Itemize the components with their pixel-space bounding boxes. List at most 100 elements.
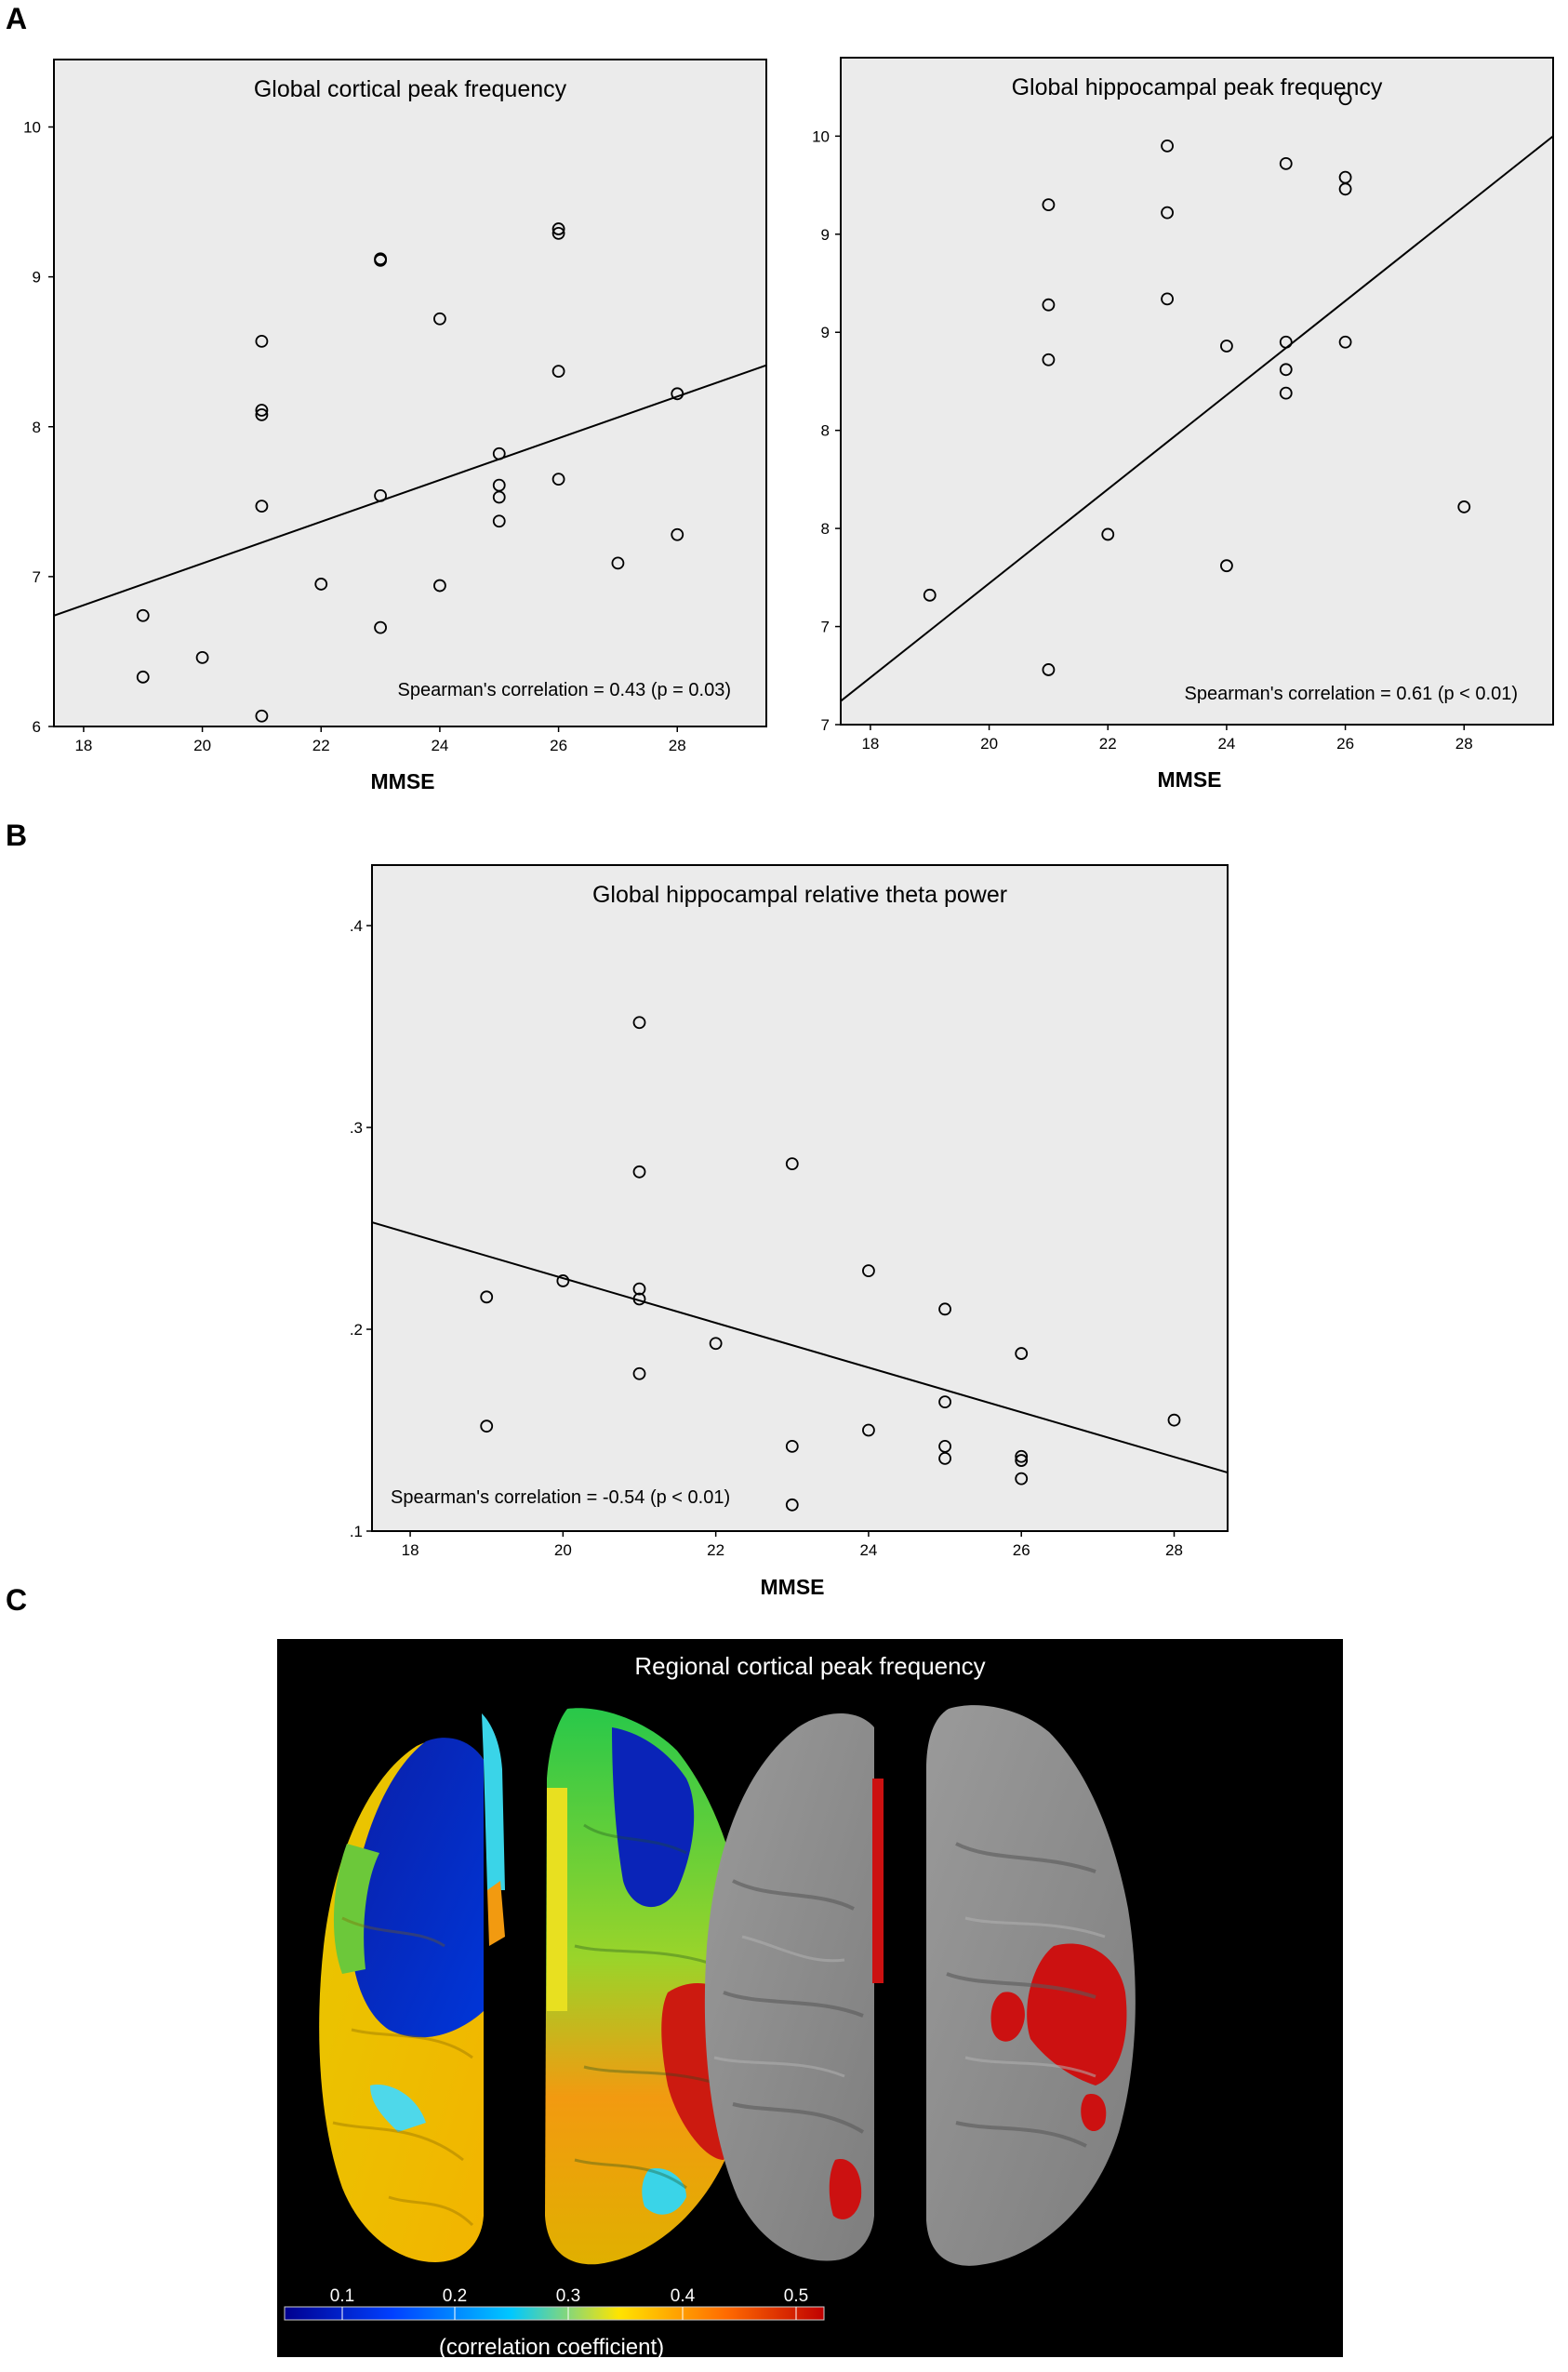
correlation-annotation: Spearman's correlation = -0.54 (p < 0.01… xyxy=(391,1487,730,1508)
red-significant-parietal xyxy=(1027,1943,1127,2085)
orange-region-left xyxy=(487,1881,505,1946)
y-tick-label: .2 xyxy=(350,1321,363,1339)
x-tick-label: 24 xyxy=(1217,735,1235,753)
colorbar: 0.1 0.2 0.3 0.4 0.5 xyxy=(284,2286,825,2321)
red-significant-midline xyxy=(872,1779,884,1983)
data-point xyxy=(1220,559,1233,573)
y-tick-label: 8 xyxy=(821,520,830,538)
data-point xyxy=(255,500,269,513)
data-point xyxy=(709,1337,723,1351)
regression-line xyxy=(53,364,767,617)
data-point xyxy=(1279,386,1293,400)
colored-brain xyxy=(319,1708,751,2265)
y-tick-label: 7 xyxy=(821,619,830,636)
data-point xyxy=(785,1498,799,1512)
gray-brain-significance xyxy=(704,1705,1136,2266)
data-point xyxy=(136,608,150,622)
y-tick-label: .1 xyxy=(350,1523,363,1540)
data-point xyxy=(492,514,506,528)
data-point xyxy=(1279,335,1293,349)
x-tick-label: 24 xyxy=(859,1541,877,1559)
data-point xyxy=(632,1282,646,1296)
plot-area xyxy=(53,59,767,727)
data-point xyxy=(1161,206,1174,220)
y-tick-label: 10 xyxy=(23,119,41,137)
y-tick-label: .3 xyxy=(350,1119,363,1137)
data-point xyxy=(551,227,565,240)
gray-left-hemisphere xyxy=(704,1713,874,2261)
regression-line xyxy=(371,1221,1229,1474)
data-point xyxy=(1338,92,1352,106)
data-point xyxy=(632,1366,646,1380)
data-point xyxy=(551,222,565,235)
x-tick-label: 18 xyxy=(74,737,92,754)
colorbar-tick-label: 0.3 xyxy=(556,2286,580,2306)
data-point xyxy=(1338,335,1352,349)
data-point xyxy=(255,407,269,421)
chart-title: Global hippocampal peak frequency xyxy=(1012,74,1383,100)
x-tick-label: 28 xyxy=(1165,1541,1183,1559)
data-point xyxy=(1220,340,1233,353)
x-axis-title: MMSE xyxy=(761,1575,825,1599)
plot-area xyxy=(840,57,1554,726)
cyan-region-right xyxy=(642,2168,686,2215)
data-point xyxy=(1161,292,1174,306)
green-region-left xyxy=(333,1844,379,1974)
x-tick-label: 28 xyxy=(669,737,686,754)
colorbar-tick-label: 0.2 xyxy=(443,2286,467,2306)
data-point xyxy=(1015,1347,1029,1360)
scatter-chart-hippocampal-theta-power: Global hippocampal relative theta power 1… xyxy=(350,864,1229,1599)
data-point xyxy=(1279,156,1293,170)
y-tick-label: 9 xyxy=(821,226,830,244)
x-tick-label: 20 xyxy=(554,1541,572,1559)
blue-region-left xyxy=(351,1738,484,2038)
x-tick-label: 20 xyxy=(193,737,211,754)
data-point xyxy=(632,1165,646,1179)
y-tick-label: .4 xyxy=(350,917,363,935)
x-axis-title: MMSE xyxy=(1158,767,1222,792)
data-point xyxy=(1015,1449,1029,1463)
data-point xyxy=(433,312,446,326)
x-tick-label: 28 xyxy=(1455,735,1473,753)
colorbar-gradient xyxy=(284,2306,825,2321)
data-point xyxy=(480,1419,494,1433)
chart-title: Global hippocampal relative theta power xyxy=(592,882,1007,908)
x-tick-label: 22 xyxy=(707,1541,724,1559)
x-tick-label: 22 xyxy=(1099,735,1117,753)
x-tick-label: 26 xyxy=(1336,735,1354,753)
red-significant-occipital xyxy=(829,2159,862,2219)
data-point xyxy=(671,527,684,541)
data-point xyxy=(492,446,506,460)
brain-map-panel: Regional cortical peak frequency xyxy=(277,1639,1343,2357)
x-tick-label: 26 xyxy=(550,737,567,754)
red-significant-temporal xyxy=(990,1992,1025,2042)
data-point xyxy=(551,473,565,486)
x-axis-title: MMSE xyxy=(371,769,435,793)
scatter-chart-cortical-peak-frequency: Global cortical peak frequency 18 20 22 24 26… xyxy=(23,59,767,793)
data-point xyxy=(551,365,565,379)
data-point xyxy=(556,1274,570,1287)
plot-area xyxy=(371,864,1229,1532)
x-tick-label: 20 xyxy=(980,735,998,753)
brain-map-graphic: 0.1 0.2 0.3 0.4 0.5 xyxy=(284,1705,1136,2321)
data-point xyxy=(1161,139,1174,153)
x-tick-label: 26 xyxy=(1013,1541,1030,1559)
data-point xyxy=(1015,1454,1029,1467)
data-point xyxy=(1279,363,1293,377)
colorbar-tick-label: 0.5 xyxy=(784,2286,808,2306)
brain-map-title: Regional cortical peak frequency xyxy=(634,1652,986,1680)
data-point xyxy=(374,254,387,267)
y-tick-label: 9 xyxy=(821,324,830,341)
data-point xyxy=(938,1302,951,1316)
y-tick-label: 10 xyxy=(812,127,830,145)
data-point xyxy=(374,620,387,634)
light-cyan-region-left xyxy=(370,2085,426,2132)
data-point xyxy=(1015,1472,1029,1486)
y-tick-label: 8 xyxy=(821,422,830,440)
data-point xyxy=(785,1157,799,1171)
data-point xyxy=(632,1292,646,1306)
x-tick-label: 24 xyxy=(431,737,448,754)
data-point xyxy=(1167,1413,1181,1427)
correlation-annotation: Spearman's correlation = 0.43 (p = 0.03) xyxy=(398,680,731,700)
y-tick-label: 6 xyxy=(33,718,41,736)
